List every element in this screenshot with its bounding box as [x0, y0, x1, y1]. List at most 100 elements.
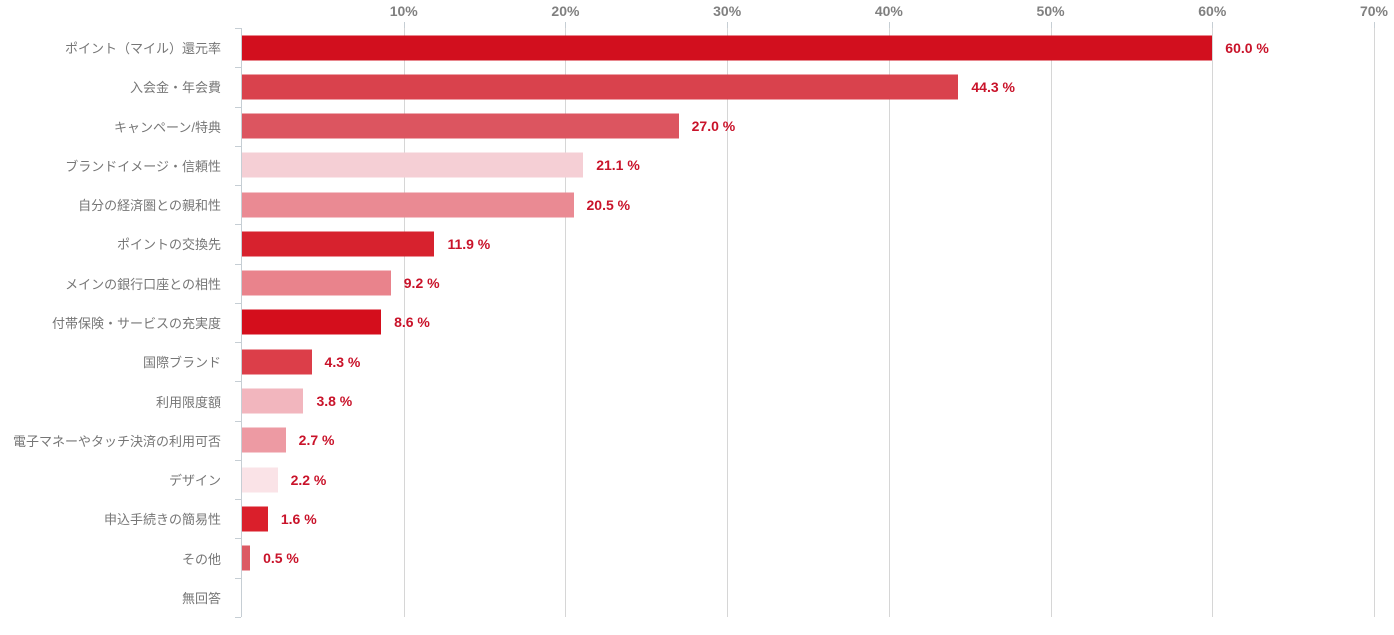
bar-row: 11.9 % — [242, 224, 1374, 263]
value-label: 8.6 % — [394, 314, 430, 331]
category-label: 国際ブランド — [142, 355, 221, 371]
y-tick-mark — [235, 303, 241, 304]
x-tick-mark — [403, 22, 405, 28]
bar-row: 44.3 % — [242, 67, 1374, 106]
bar-row — [242, 578, 1374, 617]
value-label: 44.3 % — [971, 78, 1015, 95]
gridline — [565, 28, 567, 617]
y-tick-mark — [235, 538, 241, 539]
y-tick-mark — [235, 421, 241, 422]
bar — [242, 113, 679, 139]
value-label: 9.2 % — [403, 275, 440, 292]
bar — [242, 506, 268, 532]
value-label: 20.5 % — [586, 196, 631, 213]
x-tick-label: 50% — [1036, 3, 1065, 19]
category-label: ポイント（マイル）還元率 — [64, 41, 221, 57]
bar — [242, 309, 382, 335]
category-label: 自分の経済圏との親和性 — [78, 198, 221, 214]
gridline — [1212, 28, 1214, 617]
bar-row: 0.5 % — [242, 538, 1374, 577]
category-label: 申込手続きの簡易性 — [103, 512, 221, 528]
y-tick-mark — [235, 185, 241, 186]
x-tick-mark — [565, 22, 567, 28]
x-tick-label: 30% — [713, 3, 742, 19]
bar-row: 60.0 % — [242, 28, 1374, 67]
category-label: その他 — [181, 551, 221, 567]
bar — [242, 35, 1213, 61]
bar — [242, 427, 286, 453]
gridline — [1374, 28, 1375, 617]
y-tick-mark — [235, 381, 241, 382]
x-tick-label: 20% — [551, 3, 580, 19]
bar — [242, 231, 435, 257]
value-label: 21.1 % — [596, 157, 640, 174]
value-label: 0.5 % — [263, 550, 299, 567]
y-tick-mark — [235, 617, 241, 618]
gridline — [888, 28, 890, 617]
gridline — [403, 28, 405, 617]
x-tick-label: 40% — [874, 3, 903, 19]
category-label: ポイントの交換先 — [116, 237, 221, 253]
y-tick-mark — [235, 499, 241, 500]
x-tick-mark — [727, 22, 729, 28]
x-tick-mark — [888, 22, 890, 28]
bar-row: 2.7 % — [242, 421, 1374, 460]
bar — [242, 545, 251, 571]
bar-row: 4.3 % — [242, 342, 1374, 381]
bar — [242, 152, 584, 178]
plot-area: 60.0 % 44.3 % 27.0 % 21.1 % 20.5 % 11.9 % 9.2 … — [242, 28, 1374, 617]
y-tick-mark — [235, 146, 241, 147]
bar-row: 1.6 % — [242, 499, 1374, 538]
x-tick-mark — [1374, 22, 1375, 28]
bar — [242, 467, 278, 493]
y-tick-mark — [235, 224, 241, 225]
bar-row: 8.6 % — [242, 303, 1374, 342]
y-tick-mark — [235, 264, 241, 265]
category-axis: ポイント（マイル）還元率入会金・年会費キャンペーン/特典ブランドイメージ・信頼性… — [0, 28, 230, 617]
category-label: キャンペーン/特典 — [114, 119, 221, 135]
gridline — [727, 28, 729, 617]
x-tick-mark — [1050, 22, 1052, 28]
y-tick-mark — [235, 67, 241, 68]
value-label: 2.7 % — [298, 432, 335, 449]
x-tick-label: 10% — [389, 3, 418, 19]
bar-row: 2.2 % — [242, 460, 1374, 499]
value-label: 27.0 % — [691, 118, 736, 135]
bar — [242, 349, 312, 375]
category-label: 無回答 — [181, 590, 221, 606]
category-label: メインの銀行口座との相性 — [65, 276, 221, 292]
bar-row: 3.8 % — [242, 381, 1374, 420]
x-tick-label: 60% — [1198, 3, 1227, 19]
value-label: 4.3 % — [324, 353, 361, 370]
y-axis-line — [241, 28, 242, 617]
value-label: 3.8 % — [316, 393, 353, 410]
x-tick-label: 70% — [1359, 3, 1389, 19]
bar-row: 9.2 % — [242, 264, 1374, 303]
x-axis: 10% 20% 30% 40% 50% 60% 70% — [242, 0, 1388, 22]
bar-row: 21.1 % — [242, 146, 1374, 185]
gridline — [1050, 28, 1052, 617]
category-label: デザイン — [168, 473, 221, 489]
category-label: 電子マネーやタッチ決済の利用可否 — [12, 433, 221, 449]
bar-row: 27.0 % — [242, 107, 1374, 146]
x-tick-mark — [1212, 22, 1214, 28]
y-tick-mark — [235, 460, 241, 461]
y-tick-mark — [235, 342, 241, 343]
category-label: 利用限度額 — [155, 394, 221, 410]
bar — [242, 270, 391, 296]
category-label: 付帯保険・サービスの充実度 — [51, 315, 221, 331]
category-label: 入会金・年会費 — [129, 80, 221, 96]
category-label: ブランドイメージ・信頼性 — [65, 158, 221, 174]
y-tick-mark — [235, 28, 241, 29]
bar — [242, 74, 959, 100]
y-tick-mark — [235, 107, 241, 108]
bar-row: 20.5 % — [242, 185, 1374, 224]
y-tick-mark — [235, 578, 241, 579]
value-label: 11.9 % — [447, 235, 491, 252]
value-label: 2.2 % — [290, 471, 327, 488]
value-label: 1.6 % — [280, 510, 317, 527]
value-label: 60.0 % — [1225, 39, 1269, 56]
bar — [242, 192, 574, 218]
bar — [242, 388, 304, 414]
